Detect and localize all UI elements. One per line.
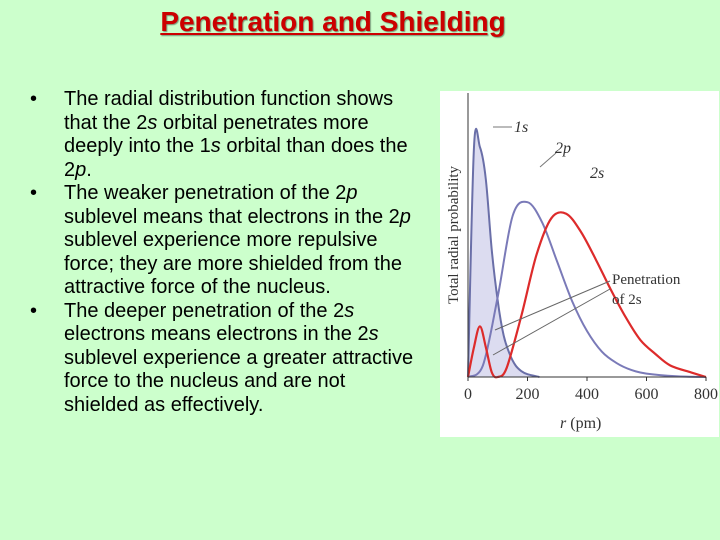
x-tick-label: 200: [516, 386, 540, 403]
penetration-annotation: Penetration of 2s: [612, 272, 684, 308]
bullet-text-segment: orbital penetrates more deeply into the …: [64, 111, 369, 158]
bullet-marker: •: [30, 88, 38, 110]
x-tick-label: 400: [575, 386, 599, 403]
radial-probability-chart: 0 200 400 600 800 Total radial probability r…: [446, 93, 718, 432]
x-tick-label: 0: [464, 386, 472, 403]
bullet-text-segment: orbital than does the 2: [64, 135, 408, 181]
bullet-text-segment: electrons means electrons in the 2: [64, 323, 369, 345]
x-tick-label: 800: [694, 386, 718, 403]
bullet-text-segment: s: [147, 111, 158, 134]
1s-shaded-area: [468, 128, 540, 377]
2p-label-leader: [539, 152, 557, 168]
bullet-text-segment: The weaker penetration of the 2: [64, 182, 347, 204]
series-line-2p: [467, 200, 707, 378]
bullet-text-segment: s: [210, 135, 221, 157]
bullet-text-segment: The radial distribution function shows t…: [64, 88, 394, 134]
bullet-text-segment: p: [346, 182, 358, 204]
bullet-text-segment: The deeper penetration of the 2: [64, 299, 345, 322]
slide-title: Penetration and Shielding: [160, 6, 506, 37]
x-axis-unit: (pm): [566, 415, 601, 432]
penetration-pointer-line: [494, 280, 611, 331]
curve-label-1s: 1s: [514, 119, 528, 136]
bullet-text-segment: p: [399, 205, 411, 228]
bullet-marker: •: [30, 299, 38, 322]
y-axis-label: Total radial probability: [446, 165, 462, 304]
curve-label-2s: 2s: [590, 165, 604, 182]
bullet-marker: •: [30, 182, 38, 204]
bullet-item: • The weaker penetration of the 2p sublev…: [30, 182, 425, 300]
bullet-text-segment: p: [75, 158, 87, 181]
bullet-text-segment: sublevel means that electrons in the 2: [64, 205, 400, 228]
penetration-pointer-line-2: [492, 288, 611, 356]
bullet-text-segment: .: [86, 158, 92, 181]
bullet-item: • The deeper penetration of the 2s electr…: [30, 300, 425, 418]
bullet-text-segment: sublevel experience more repulsive force…: [64, 229, 402, 298]
penetration-annotation-line1: Penetration: [612, 272, 681, 288]
bullet-text-segment: sublevel experience a greater attractive…: [64, 346, 414, 416]
bullet-list: • The radial distribution function shows …: [30, 88, 425, 417]
series-line-2s: [466, 211, 707, 379]
x-axis-ticks: 0 200 400 600 800: [464, 377, 718, 403]
x-axis-label: r (pm): [560, 415, 601, 432]
x-tick-label: 600: [635, 386, 659, 403]
curve-label-2p: 2p: [555, 140, 571, 157]
bullet-text-segment: s: [368, 323, 379, 345]
bullet-item: • The radial distribution function shows …: [30, 88, 425, 182]
bullet-text-segment: s: [344, 299, 355, 322]
penetration-annotation-line2: of 2s: [612, 292, 642, 308]
radial-distribution-figure: 0 200 400 600 800 Total radial probability r…: [440, 91, 719, 437]
x-axis-var: r: [560, 415, 567, 432]
